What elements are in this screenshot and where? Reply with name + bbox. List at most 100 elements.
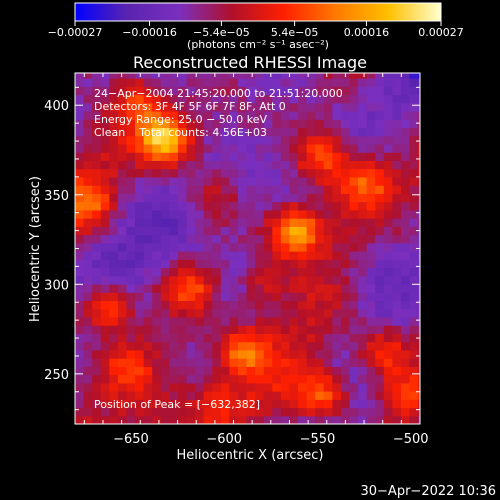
heatmap-cell — [143, 333, 153, 343]
heatmap-cell — [160, 73, 170, 79]
heatmap-cell — [75, 349, 85, 359]
heatmap-cell — [280, 218, 291, 227]
heatmap-cell — [366, 259, 376, 269]
heatmap-cell — [83, 119, 93, 129]
heatmap-cell — [75, 185, 85, 194]
heatmap-cell — [126, 300, 136, 310]
heatmap-cell — [152, 391, 162, 400]
heatmap-cell — [143, 143, 153, 153]
heatmap-cell — [229, 391, 239, 400]
heatmap-cell — [255, 127, 265, 137]
heatmap-cell — [400, 316, 411, 326]
heatmap-cell — [220, 78, 231, 87]
heatmap-cell — [126, 399, 136, 409]
heatmap-cell — [92, 168, 102, 178]
heatmap-cell — [358, 127, 368, 137]
heatmap-cell — [332, 86, 342, 96]
heatmap-cell — [358, 143, 368, 153]
heatmap-cell — [315, 73, 325, 79]
heatmap-cell — [418, 160, 420, 170]
heatmap-cell — [263, 325, 273, 334]
heatmap-cell — [75, 127, 85, 137]
heatmap-cell — [186, 242, 196, 252]
heatmap-cell — [383, 168, 393, 178]
heatmap-cell — [358, 374, 368, 384]
heatmap-cell — [186, 168, 196, 178]
heatmap-cell — [160, 341, 170, 351]
heatmap-cell — [315, 399, 325, 409]
heatmap-cell — [203, 267, 213, 277]
heatmap-cell — [349, 341, 359, 351]
heatmap-cell — [203, 341, 213, 351]
heatmap-cell — [375, 333, 385, 343]
heatmap-cell — [237, 399, 248, 409]
heatmap-cell — [92, 399, 102, 409]
heatmap-cell — [383, 73, 393, 79]
heatmap-cell — [263, 226, 273, 236]
heatmap-cell — [358, 73, 368, 79]
heatmap-cell — [220, 152, 231, 161]
heatmap-cell — [272, 316, 282, 326]
heatmap-cell — [409, 283, 419, 293]
heatmap-cell — [306, 251, 316, 260]
heatmap-cell — [160, 127, 170, 137]
heatmap-cell — [109, 78, 119, 87]
heatmap-cell — [280, 176, 291, 186]
heatmap-cell — [349, 201, 359, 211]
heatmap-cell — [109, 374, 119, 384]
heatmap-cell — [392, 374, 402, 384]
heatmap-cell — [332, 193, 342, 203]
heatmap-cell — [366, 358, 376, 367]
heatmap-cell — [212, 283, 222, 293]
heatmap-cell — [109, 218, 119, 227]
heatmap-cell — [306, 226, 316, 236]
heatmap-cell — [135, 399, 145, 409]
heatmap-cell — [349, 316, 359, 326]
heatmap-cell — [100, 391, 110, 400]
heatmap-cell — [152, 366, 162, 376]
heatmap-cell — [349, 415, 359, 424]
heatmap-cell — [152, 267, 162, 277]
heatmap-cell — [375, 275, 385, 285]
heatmap-cell — [135, 349, 145, 359]
heatmap-cell — [152, 325, 162, 334]
heatmap-cell — [135, 391, 145, 400]
heatmap-cell — [366, 119, 376, 129]
heatmap-cell — [289, 325, 299, 334]
heatmap-cell — [263, 73, 273, 79]
heatmap-cell — [272, 152, 282, 161]
heatmap-cell — [366, 325, 376, 334]
colorbar-tick-label: −0.00016 — [122, 26, 177, 39]
heatmap-cell — [418, 275, 420, 285]
heatmap-cell — [332, 259, 342, 269]
heatmap-cell — [117, 325, 128, 334]
heatmap-cell — [92, 94, 102, 104]
heatmap-cell — [332, 267, 342, 277]
heatmap-cell — [143, 259, 153, 269]
annotation-detectors: Detectors: 3F 4F 5F 6F 7F 8F, Att 0 — [94, 100, 286, 113]
heatmap-cell — [143, 399, 153, 409]
heatmap-cell — [143, 168, 153, 178]
heatmap-cell — [117, 201, 128, 211]
heatmap-cell — [349, 259, 359, 269]
heatmap-cell — [169, 366, 179, 376]
y-tick-label: 300 — [44, 278, 69, 293]
heatmap-cell — [143, 283, 153, 293]
heatmap-cell — [306, 358, 316, 367]
heatmap-cell — [255, 267, 265, 277]
heatmap-cell — [212, 110, 222, 120]
heatmap-cell — [409, 127, 419, 137]
heatmap-cell — [332, 185, 342, 194]
heatmap-cell — [135, 226, 145, 236]
heatmap-cell — [126, 349, 136, 359]
heatmap-cell — [358, 185, 368, 194]
heatmap-cell — [383, 283, 393, 293]
heatmap-cell — [255, 349, 265, 359]
x-axis-ticks — [83, 73, 421, 424]
heatmap-cell — [349, 86, 359, 96]
heatmap-cell — [177, 193, 188, 203]
heatmap-cell — [220, 382, 231, 392]
heatmap-cell — [263, 259, 273, 269]
heatmap-cell — [237, 292, 248, 302]
